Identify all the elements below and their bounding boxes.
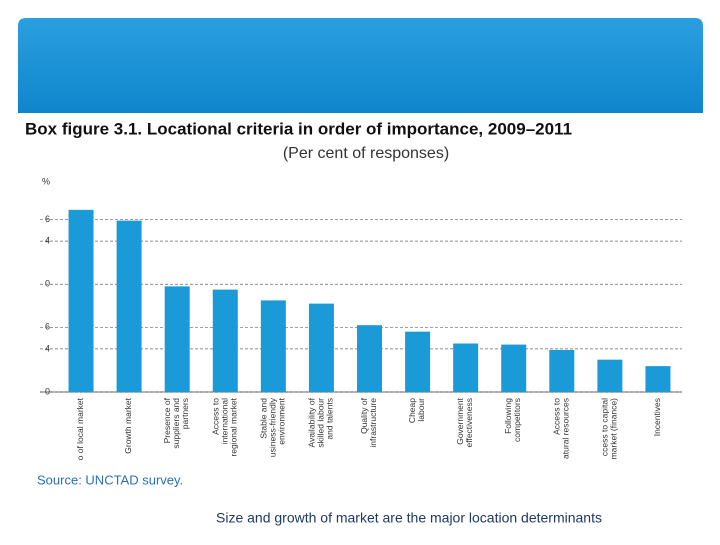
bar xyxy=(645,366,671,392)
bar xyxy=(453,343,479,392)
x-tick-label: Availability ofskilled labourand talents xyxy=(307,397,335,447)
x-tick-label: Governmenteffectiveness xyxy=(455,397,474,447)
x-tick-label: Incentives xyxy=(652,398,662,436)
bar xyxy=(405,331,431,392)
x-tick-label: Access tointernationalregional market xyxy=(211,397,239,456)
caption: Size and growth of market are the major … xyxy=(216,510,602,526)
y-axis-label: % xyxy=(42,176,50,186)
bar xyxy=(597,359,623,392)
x-tick-label: Followingcompetitors xyxy=(503,398,522,442)
x-tick-label: Growth market xyxy=(123,397,133,453)
bar xyxy=(357,325,382,392)
bar xyxy=(260,300,286,392)
source-note: Source: UNCTAD survey. xyxy=(37,472,183,487)
bar xyxy=(164,286,190,392)
header-band xyxy=(18,18,703,113)
bar xyxy=(116,220,142,392)
chart-title: Box figure 3.1. Locational criteria in o… xyxy=(25,119,572,138)
y-tick-label: 0 xyxy=(45,279,50,289)
bar xyxy=(549,349,575,392)
x-tick-label: Cheaplabour xyxy=(407,398,426,423)
x-tick-label: Presence ofsuppliers andpartners xyxy=(162,397,190,448)
y-tick-label: 4 xyxy=(45,235,50,245)
x-tick-label: Stable andusiness-friendlyenvironment xyxy=(259,397,287,457)
chart-subtitle: (Per cent of responses) xyxy=(283,145,449,162)
y-tick-label: 4 xyxy=(45,343,50,353)
x-tick-label: ccess to capitalmarket (finance) xyxy=(600,398,619,460)
x-tick-label: o of local market xyxy=(75,397,85,460)
y-tick-label: 6 xyxy=(45,322,50,332)
bar xyxy=(212,289,238,392)
y-tick-label: 0 xyxy=(45,386,50,396)
x-tick-label: Access toatural resources xyxy=(552,398,571,459)
bar xyxy=(501,344,527,392)
x-tick-label: Quality ofinfrastructure xyxy=(359,397,378,447)
y-tick-label: 6 xyxy=(45,214,50,224)
bar xyxy=(308,303,334,392)
bar xyxy=(68,209,94,392)
